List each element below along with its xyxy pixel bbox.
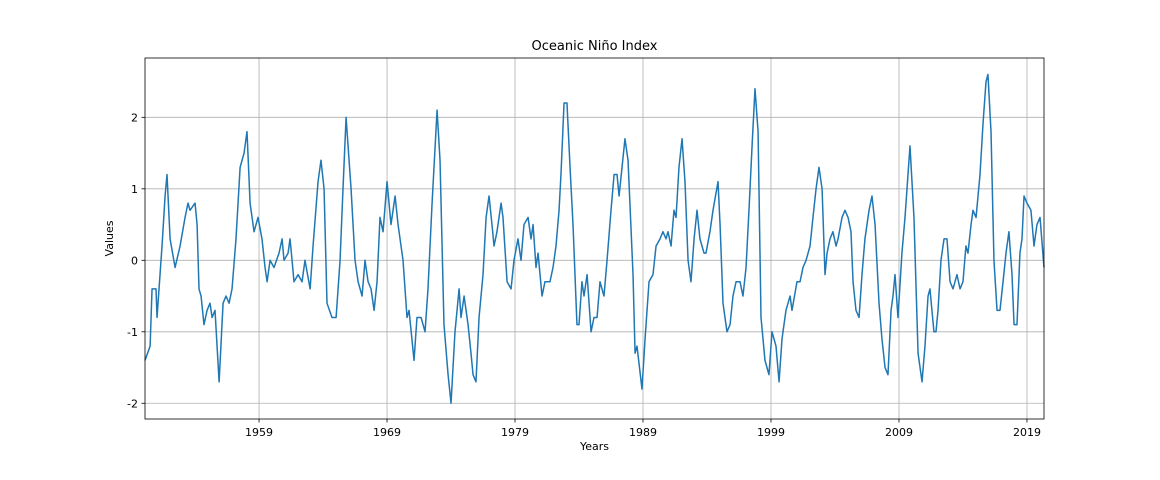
y-tick-label: -1 bbox=[127, 326, 138, 339]
x-tick-label: 2019 bbox=[1013, 426, 1041, 439]
x-tick-label: 1959 bbox=[245, 426, 273, 439]
data-line bbox=[144, 73, 1045, 405]
y-tick-label: 0 bbox=[131, 254, 138, 267]
x-tick-label: 2009 bbox=[885, 426, 913, 439]
x-axis-label: Years bbox=[579, 440, 609, 453]
y-axis-label: Values bbox=[103, 220, 116, 256]
y-tick-label: 1 bbox=[131, 183, 138, 196]
x-tick-label: 1999 bbox=[757, 426, 785, 439]
plot-frame bbox=[144, 57, 1045, 420]
y-tick-label: 2 bbox=[131, 111, 138, 124]
chart-title: Oceanic Niño Index bbox=[532, 39, 658, 54]
x-tick-label: 1969 bbox=[373, 426, 401, 439]
x-tick-label: 1979 bbox=[501, 426, 529, 439]
x-tick-label: 1989 bbox=[629, 426, 657, 439]
y-tick-label: -2 bbox=[127, 397, 138, 410]
